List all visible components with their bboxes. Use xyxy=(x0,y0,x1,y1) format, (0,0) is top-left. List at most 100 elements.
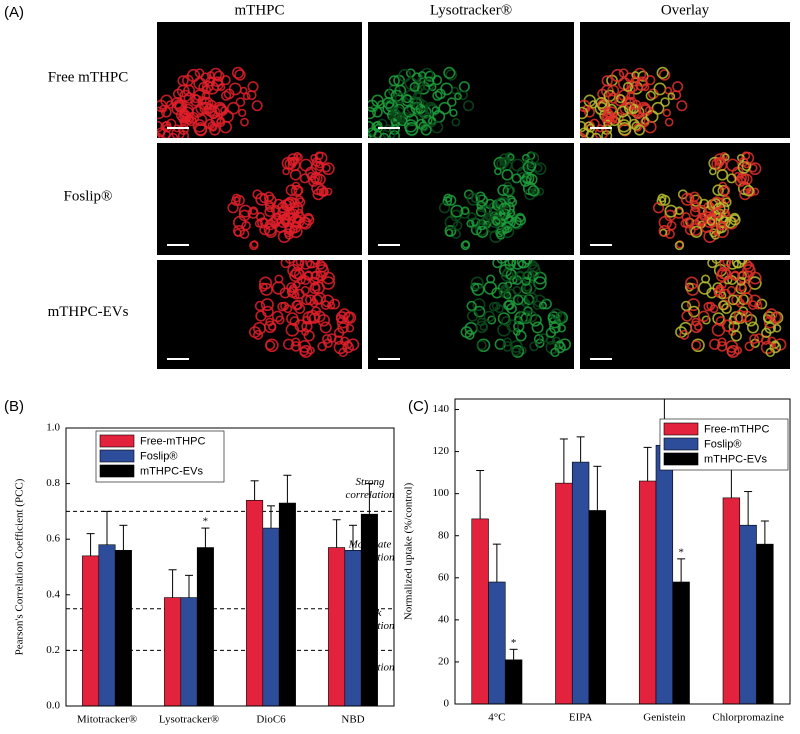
cell xyxy=(525,310,538,323)
cell xyxy=(733,309,747,324)
cell xyxy=(607,84,620,97)
cell xyxy=(265,317,275,327)
cell xyxy=(509,340,523,353)
cell xyxy=(409,81,420,93)
cell xyxy=(554,341,566,354)
cell xyxy=(274,221,287,234)
cell xyxy=(722,260,732,267)
cell xyxy=(626,91,635,101)
cell xyxy=(271,310,284,323)
cell xyxy=(290,184,303,197)
cell xyxy=(644,106,654,115)
cell xyxy=(518,171,528,181)
legend-swatch xyxy=(663,437,699,451)
cell xyxy=(239,86,248,95)
cell xyxy=(183,84,196,97)
cell xyxy=(264,200,275,210)
cell xyxy=(745,187,756,197)
cells xyxy=(652,151,762,251)
cell xyxy=(293,185,304,196)
cell xyxy=(476,317,486,327)
cell xyxy=(420,110,430,120)
cells xyxy=(248,260,360,358)
cell xyxy=(209,110,219,120)
cell xyxy=(289,224,303,239)
cell xyxy=(547,311,560,324)
cell xyxy=(457,90,468,101)
cell xyxy=(306,171,316,181)
image-background xyxy=(157,260,362,369)
cell xyxy=(701,274,711,284)
legend-label: mTHPC-EVs xyxy=(140,465,203,477)
cell xyxy=(249,240,259,251)
legend-label: Free-mTHPC xyxy=(704,423,769,435)
cell xyxy=(708,156,722,170)
cell xyxy=(492,217,501,226)
cell xyxy=(527,264,541,278)
cell xyxy=(312,188,325,201)
cell xyxy=(231,66,245,79)
column-header: Overlay xyxy=(661,2,710,18)
cell xyxy=(209,124,221,136)
cell xyxy=(285,260,295,264)
cell xyxy=(463,189,474,200)
cell xyxy=(335,311,349,324)
cell xyxy=(674,240,685,251)
cell xyxy=(254,219,263,228)
cell xyxy=(690,200,700,210)
cell xyxy=(264,194,277,207)
bar xyxy=(360,513,378,707)
cell xyxy=(706,287,718,299)
bar xyxy=(471,518,489,705)
cell xyxy=(198,81,209,93)
cell xyxy=(306,309,320,324)
cell xyxy=(142,108,150,116)
cell xyxy=(289,168,302,181)
cell xyxy=(580,132,587,138)
cell xyxy=(343,340,353,349)
cells xyxy=(227,151,335,251)
cell xyxy=(501,168,514,181)
cell xyxy=(580,130,584,138)
cells xyxy=(460,260,572,358)
y-axis-label: Normalized uptake (%/control) xyxy=(403,482,415,620)
cell xyxy=(238,204,252,218)
cell xyxy=(242,92,251,101)
cell xyxy=(251,100,263,112)
cell xyxy=(515,271,525,281)
significance-mark: * xyxy=(203,516,209,528)
cell xyxy=(281,218,290,227)
legend-label: Foslip® xyxy=(704,438,741,450)
cell xyxy=(470,276,484,290)
cell xyxy=(443,193,453,203)
cell xyxy=(726,173,737,184)
cell xyxy=(454,92,462,101)
cell xyxy=(664,204,678,218)
cell xyxy=(303,212,314,223)
cell xyxy=(338,347,348,358)
cell xyxy=(342,341,354,354)
cell xyxy=(258,276,273,290)
cell xyxy=(301,320,313,333)
cell xyxy=(690,320,703,334)
cell xyxy=(446,97,457,107)
cell xyxy=(502,184,515,197)
cell xyxy=(527,185,540,197)
cell xyxy=(597,99,609,110)
cell xyxy=(294,319,308,333)
cell xyxy=(468,217,480,229)
cell xyxy=(761,327,772,339)
bar xyxy=(722,497,741,705)
cell xyxy=(466,219,475,228)
cell xyxy=(631,71,640,80)
micrograph xyxy=(580,22,790,138)
cell xyxy=(737,260,748,265)
cell xyxy=(418,71,427,80)
cell xyxy=(299,260,313,270)
x-tick-label: NBD xyxy=(341,714,364,726)
cell xyxy=(264,225,277,238)
cell xyxy=(333,340,348,355)
cell xyxy=(716,168,729,181)
cell xyxy=(657,193,667,203)
cell xyxy=(511,260,524,270)
